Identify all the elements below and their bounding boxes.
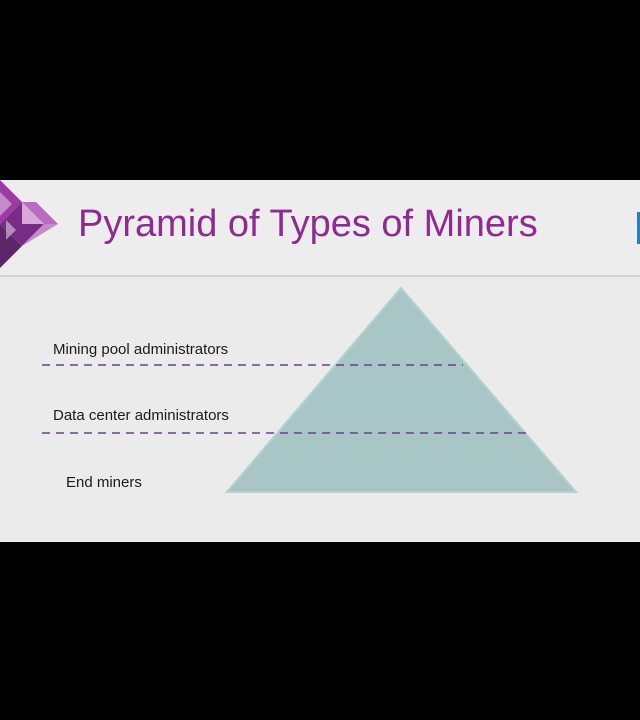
- tier-label-mining-pool-administrators: Mining pool administrators: [53, 341, 228, 358]
- tier-label-data-center-administrators: Data center administrators: [53, 407, 229, 424]
- edge-strip: [637, 212, 640, 244]
- pyramid-triangle: [224, 286, 579, 493]
- title-bar: Pyramid of Types of Miners: [0, 180, 640, 275]
- slide-title: Pyramid of Types of Miners: [78, 203, 538, 245]
- slide: Pyramid of Types of Miners Mining pool a…: [0, 180, 640, 542]
- pyramid-diagram: Mining pool administrators Data center a…: [42, 286, 579, 493]
- title-divider: [0, 275, 640, 277]
- tier-label-end-miners: End miners: [66, 474, 142, 491]
- purple-diamond-tile-logo-icon: [0, 180, 58, 268]
